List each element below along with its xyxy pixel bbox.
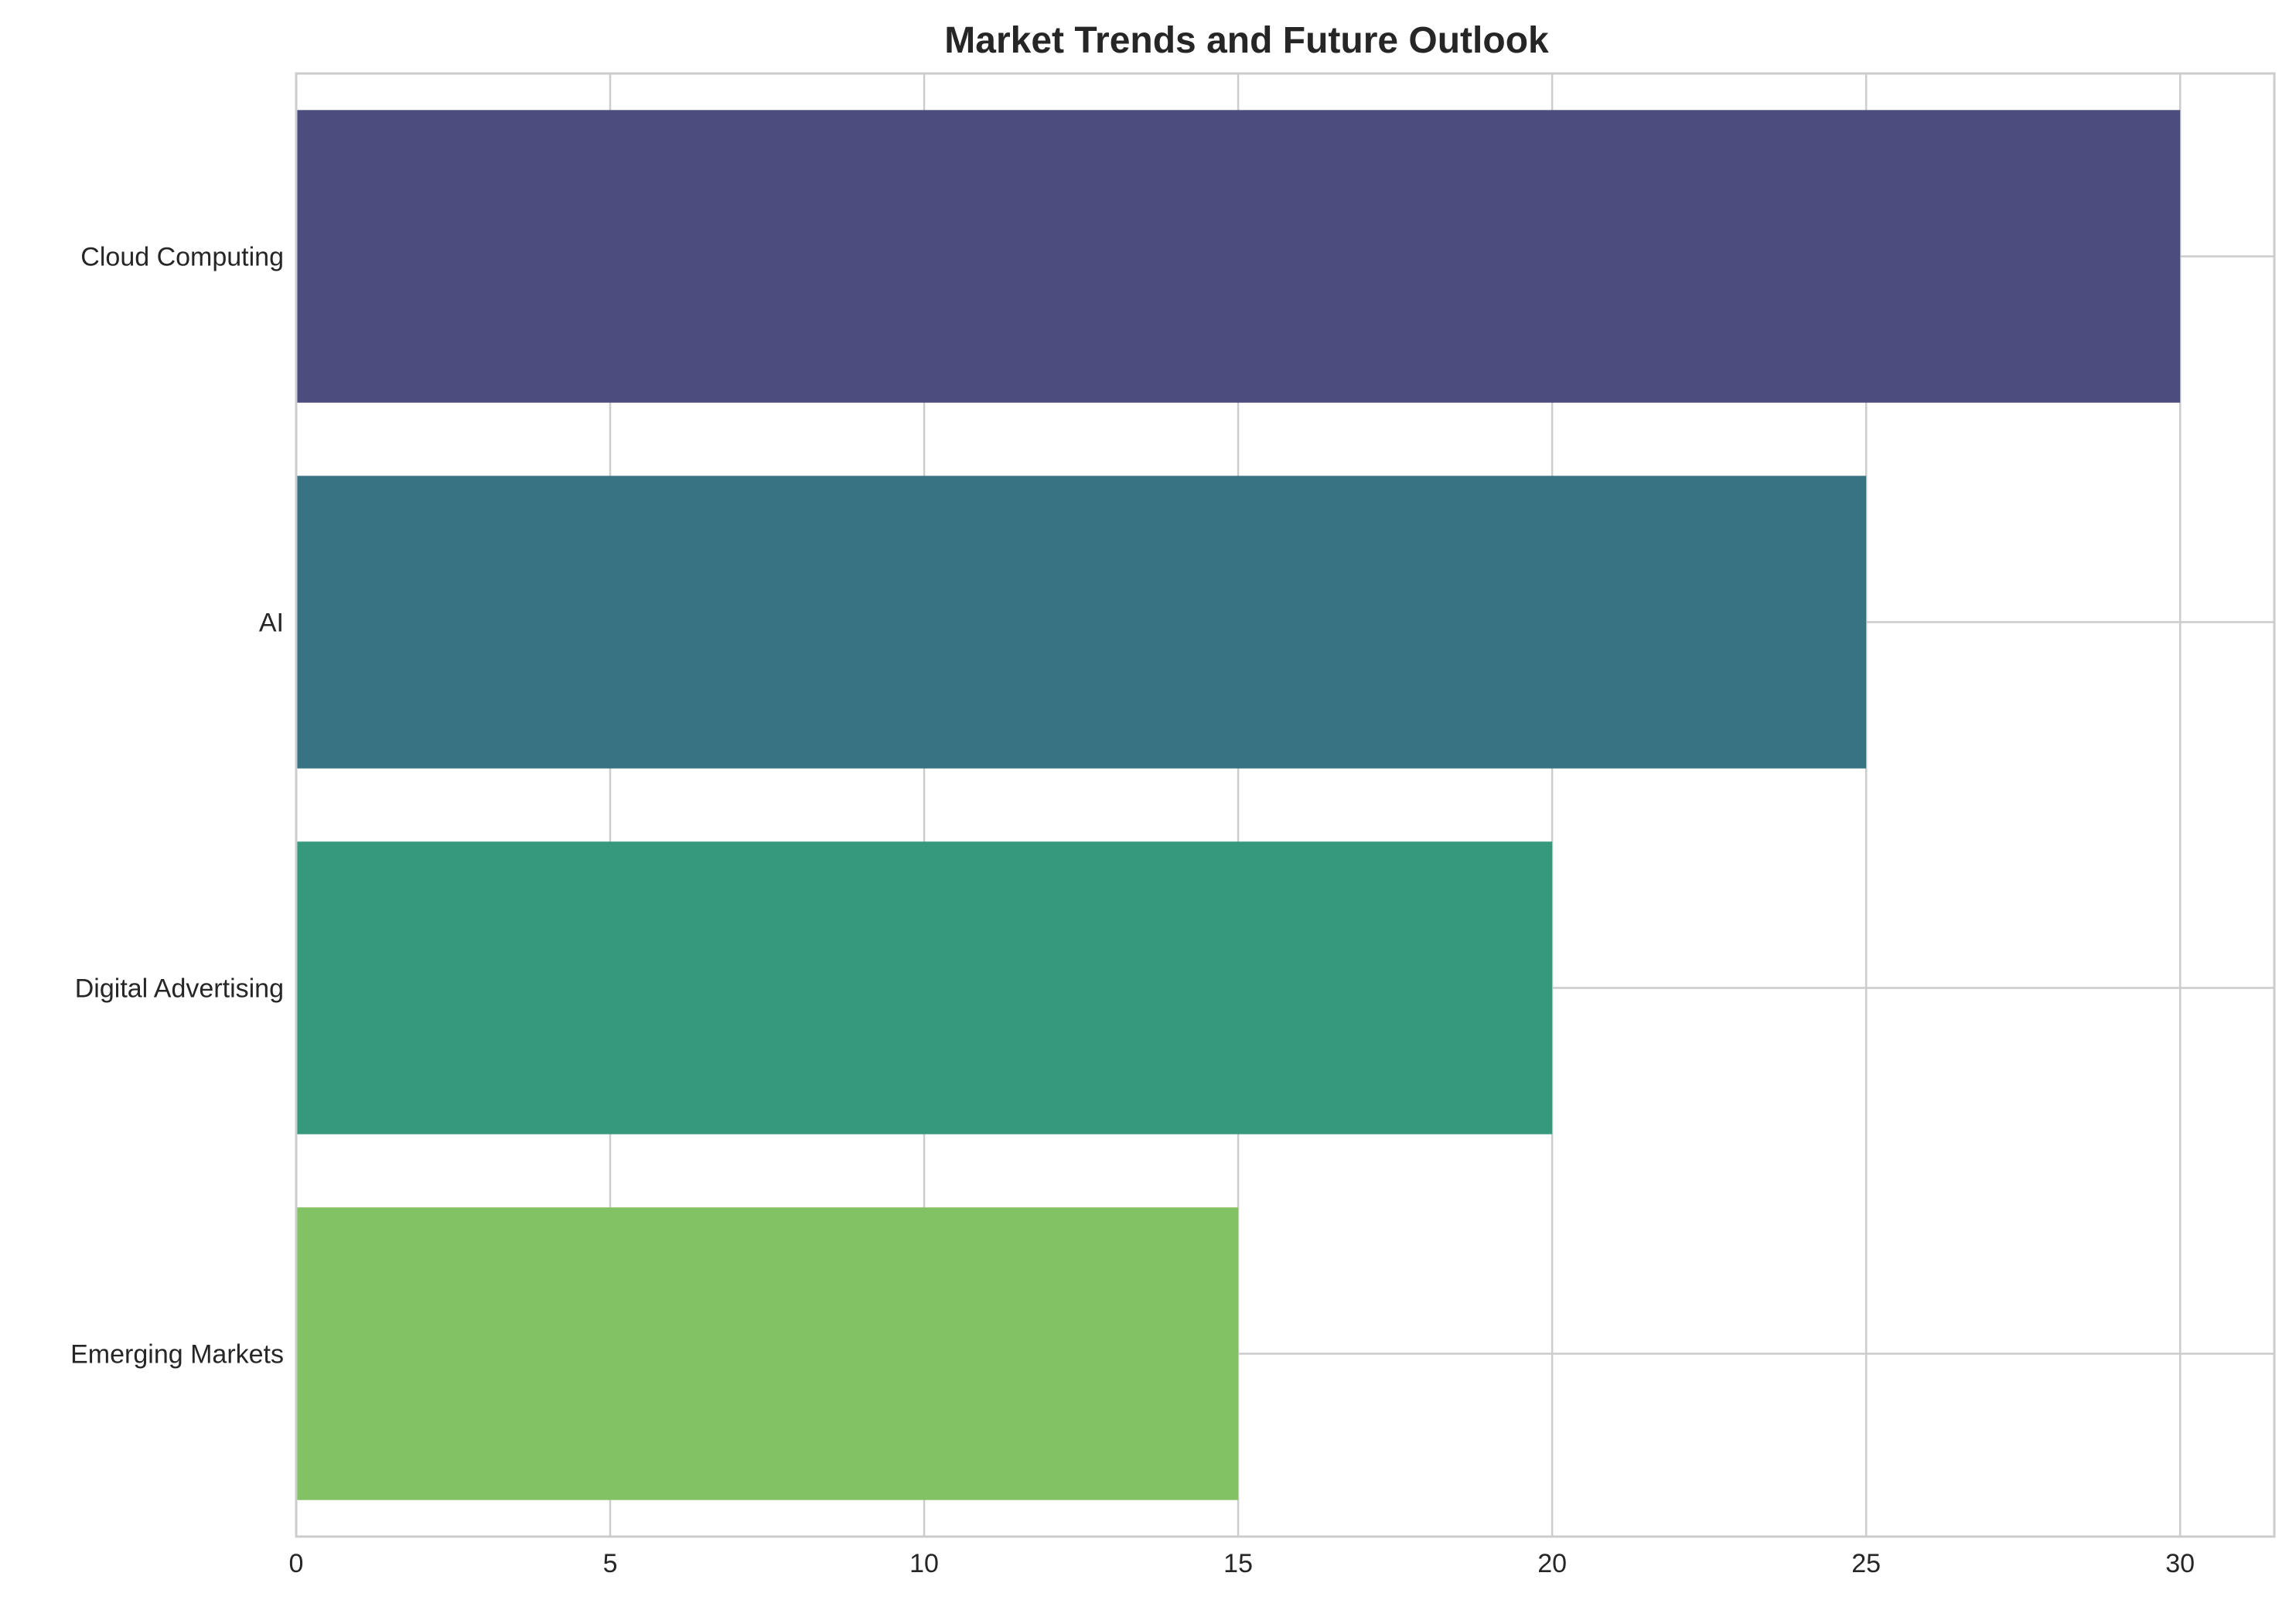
x-tick-label: 15 [1223,1549,1253,1578]
y-tick-label: AI [259,609,284,638]
x-tick-label: 25 [1851,1549,1881,1578]
x-tick-label: 30 [2165,1549,2195,1578]
y-tick-label: Emerging Markets [70,1340,284,1370]
x-tick-label: 10 [909,1549,939,1578]
y-tick-label: Digital Advertising [75,974,284,1004]
x-tick-label: 0 [289,1549,304,1578]
y-tick-label: Cloud Computing [80,243,284,272]
bar-cloud-computing [296,110,2180,402]
bar-ai [296,476,1866,768]
x-tick-label: 5 [603,1549,618,1578]
chart-title: Market Trends and Future Outlook [944,20,1549,61]
x-tick-label: 20 [1537,1549,1567,1578]
bar-emerging-markets [296,1207,1238,1499]
bar-digital-advertising [296,841,1552,1134]
